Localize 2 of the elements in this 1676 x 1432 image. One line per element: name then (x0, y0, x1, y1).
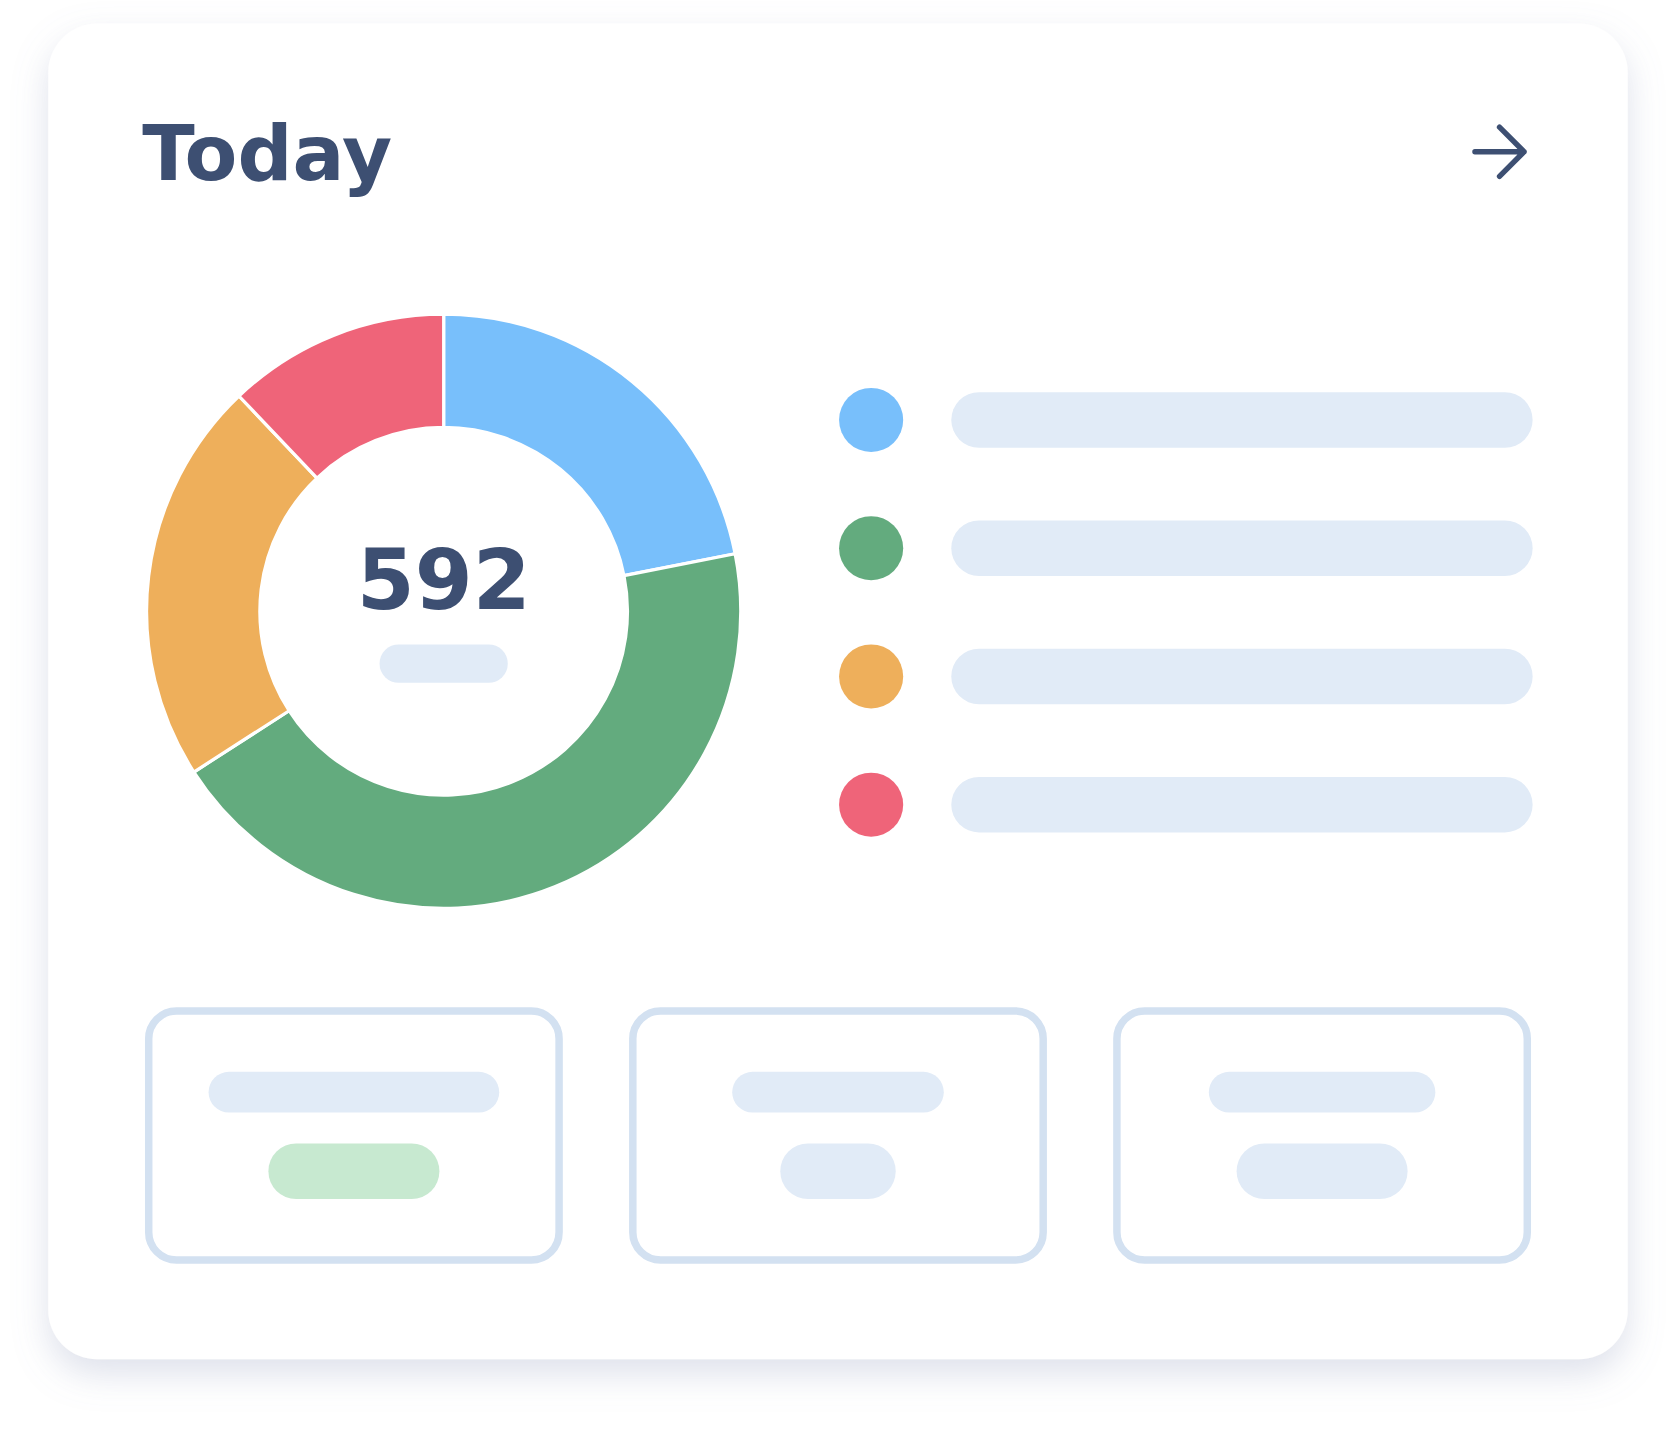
chart-title: Today (142, 108, 393, 198)
text: 592 (356, 532, 531, 630)
